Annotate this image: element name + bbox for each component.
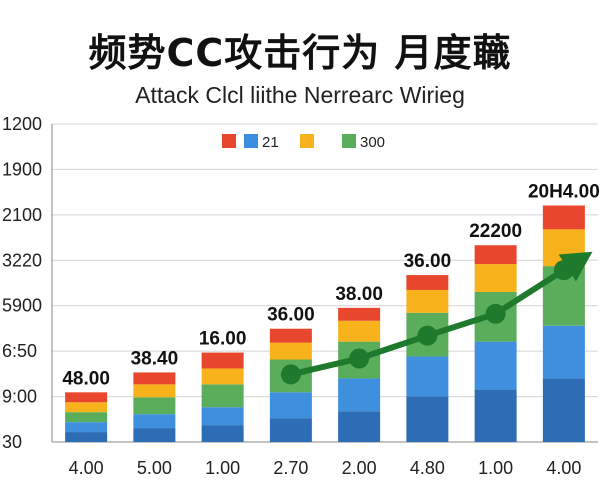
bar-segment (406, 356, 449, 397)
bar-segment (338, 411, 381, 442)
bar-segment (542, 378, 585, 442)
bar-segment (269, 342, 312, 360)
data-label: 48.00 (62, 368, 110, 389)
bars (65, 205, 585, 442)
bar-segment (201, 425, 244, 442)
data-label: 16.00 (199, 329, 247, 350)
y-tick-label: 1200 (2, 114, 42, 134)
bar-segment (133, 414, 176, 429)
bar-segment (201, 407, 244, 426)
legend-swatch (342, 134, 356, 148)
x-tick-label: 5.00 (137, 458, 172, 478)
bar-segment (338, 378, 381, 412)
bar-segment (269, 328, 312, 343)
x-tick-label: 2.70 (273, 458, 308, 478)
bar-segment (338, 307, 381, 321)
bar-segment (474, 389, 517, 442)
legend-swatch (300, 134, 314, 148)
trend-point (417, 325, 438, 346)
bar-segment (406, 396, 449, 442)
data-label: 22200 (469, 221, 522, 242)
trend-point (280, 364, 301, 385)
x-tick-label: 2.00 (342, 458, 377, 478)
trend-point (485, 303, 506, 324)
bar-segment (65, 402, 108, 413)
data-label: 36.00 (404, 251, 452, 272)
x-tick-label: 4.80 (410, 458, 445, 478)
chart-subtitle: Attack Clcl liithe Nerrearc Wirieg (135, 82, 465, 108)
y-tick-label: 3220 (2, 250, 42, 270)
bar-segment (133, 397, 176, 415)
x-tick-label: 4.00 (546, 458, 581, 478)
y-tick-label: 1900 (2, 159, 42, 179)
bar-segment (201, 384, 244, 408)
legend-label: 21 (262, 134, 279, 151)
bar-segment (65, 422, 108, 433)
bar-segment (133, 428, 176, 442)
y-tick-label: 6:50 (2, 341, 37, 361)
data-label: 38.40 (131, 348, 179, 369)
legend-label: 300 (360, 134, 385, 151)
legend-swatch (222, 134, 236, 148)
bar-segment (65, 432, 108, 442)
trend-point (349, 348, 370, 369)
legend-swatch (244, 134, 258, 148)
x-tick-label: 4.00 (69, 458, 104, 478)
labels: 48.00 4.00 38.40 5.00 16.00 1.00 36.00 2.70 38.0… (62, 181, 599, 478)
bar-segment (474, 245, 517, 265)
bar-segment (542, 205, 585, 230)
x-tick-label: 1.00 (205, 458, 240, 478)
y-tick-label: 30 (2, 432, 22, 452)
y-tick-label: 5900 (2, 296, 42, 316)
chart-title: 频势CC攻击行为 月度蘵 (88, 31, 512, 75)
bar-segment (65, 412, 108, 423)
trend-arrow (280, 251, 593, 385)
y-tick-label: 9:00 (2, 387, 37, 407)
bar-segment (406, 275, 449, 290)
trend-point (553, 260, 574, 281)
bar-segment (269, 418, 312, 442)
axes: 1200 1900 2100 3220 5900 6:50 9:00 30 (2, 114, 598, 452)
bar-segment (65, 392, 108, 403)
bar-segment (406, 289, 449, 313)
bar-segment (542, 325, 585, 379)
trend-arrowhead (558, 251, 593, 282)
bar-segment (474, 264, 517, 292)
y-tick-label: 2100 (2, 205, 42, 225)
bar-segment (133, 372, 176, 385)
bar-segment (201, 368, 244, 385)
data-label: 36.00 (267, 305, 315, 326)
bar-segment (133, 384, 176, 398)
bar-segment (201, 352, 244, 369)
bar-segment (474, 341, 517, 390)
x-tick-label: 1.00 (478, 458, 513, 478)
legend: 21 300 (222, 134, 385, 151)
bar-segment (269, 392, 312, 419)
data-label: 38.00 (335, 284, 383, 305)
bar-segment (338, 320, 381, 342)
data-label: 20H4.00 (528, 181, 600, 202)
